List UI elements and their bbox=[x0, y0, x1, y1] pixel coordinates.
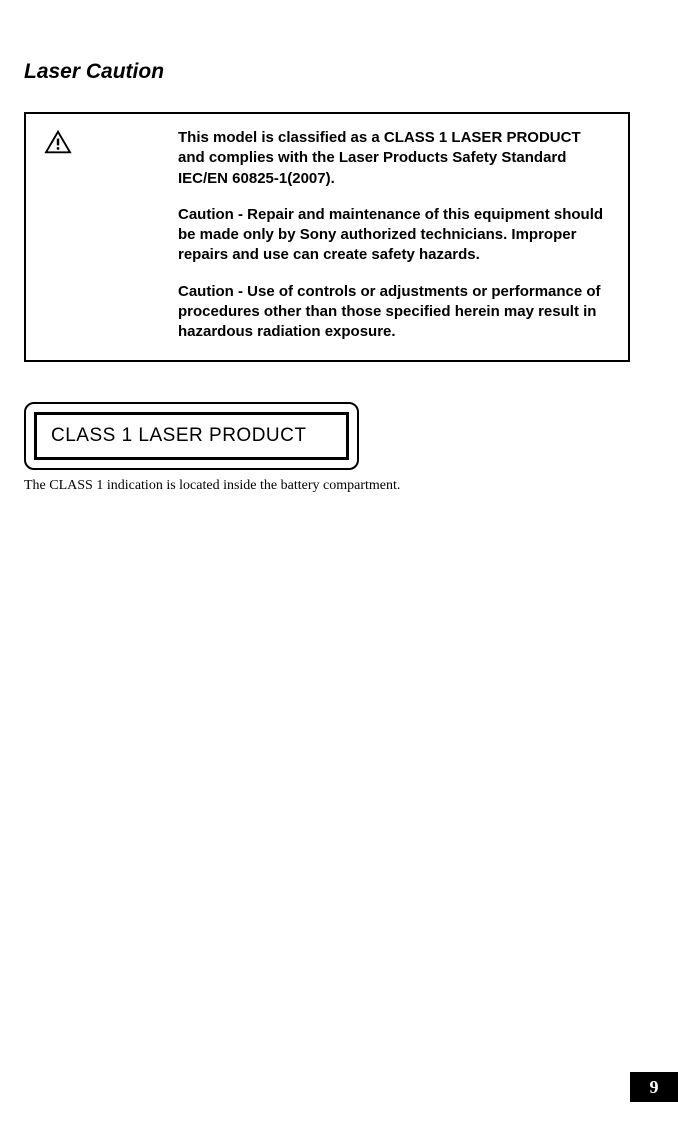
caution-box: This model is classified as a CLASS 1 LA… bbox=[24, 112, 630, 362]
class1-label-text: CLASS 1 LASER PRODUCT bbox=[34, 412, 349, 460]
caution-paragraph-3: Caution - Use of controls or adjustments… bbox=[178, 282, 610, 343]
caution-text-column: This model is classified as a CLASS 1 LA… bbox=[178, 128, 610, 342]
caution-icon-column bbox=[44, 128, 154, 342]
caution-paragraph-1: This model is classified as a CLASS 1 LA… bbox=[178, 128, 610, 189]
page-heading: Laser Caution bbox=[24, 60, 630, 84]
warning-triangle-icon bbox=[44, 130, 72, 154]
label-caption: The CLASS 1 indication is located inside… bbox=[24, 478, 630, 494]
document-page: Laser Caution This model is classified a… bbox=[0, 0, 678, 1122]
caution-paragraph-2: Caution - Repair and maintenance of this… bbox=[178, 205, 610, 266]
class1-label-box: CLASS 1 LASER PRODUCT bbox=[24, 402, 359, 470]
page-number: 9 bbox=[630, 1072, 678, 1102]
